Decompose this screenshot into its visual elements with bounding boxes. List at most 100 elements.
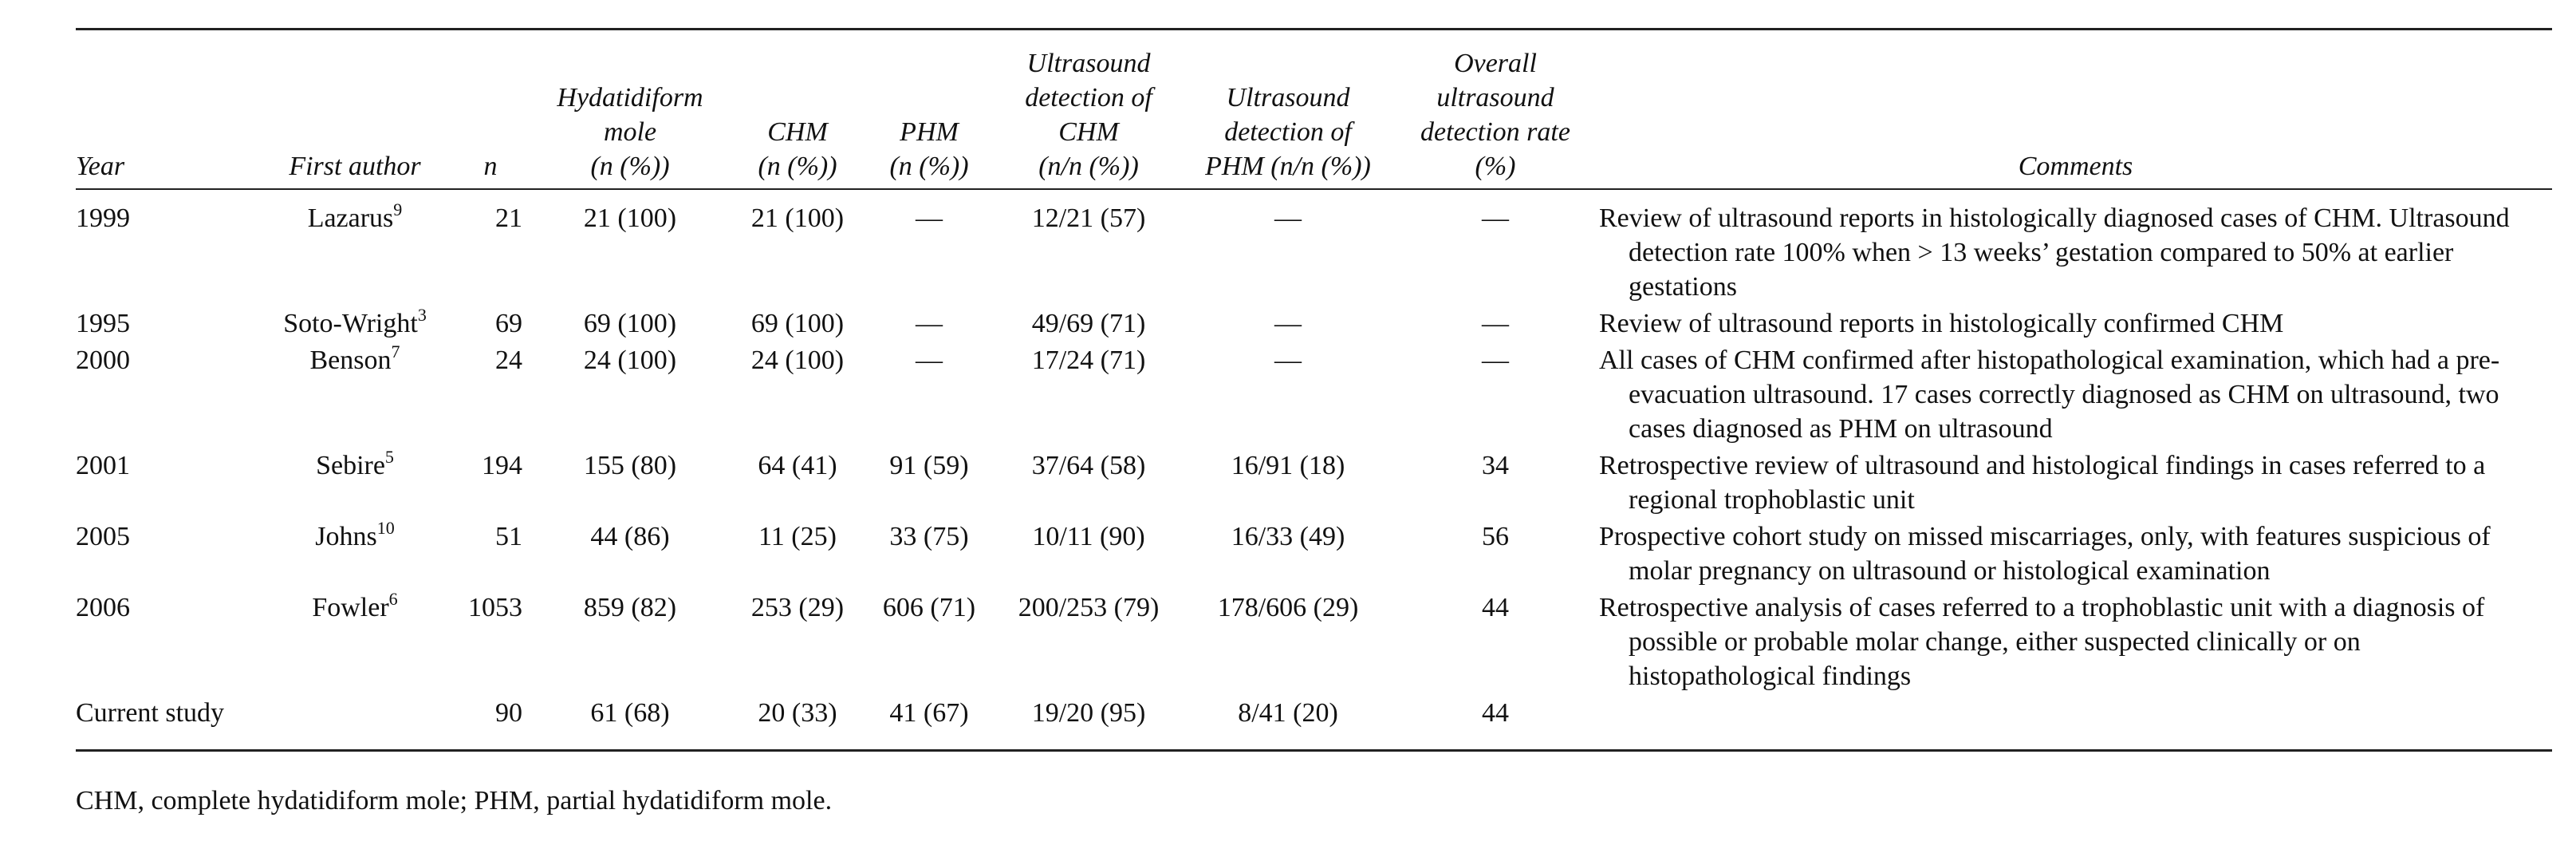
reference: 6	[388, 589, 398, 609]
cell: 2001	[76, 451, 130, 480]
table-wrap: Year First author n Hydatidiform mole (n (%))…	[76, 28, 2552, 752]
author-name: Johns	[315, 522, 377, 551]
column-header: Overall ultrasound detection rate (%)	[1392, 29, 1599, 190]
header-line: PHM	[900, 117, 959, 147]
table-row: Current study 90 61 (68) 20 (33) 41 (67) 19/2…	[76, 696, 2552, 751]
header-line: detection rate	[1420, 117, 1570, 147]
cell: 44	[1482, 593, 1509, 622]
cell: 51	[495, 522, 522, 551]
cell: 606 (71)	[882, 593, 976, 622]
header-line: ultrasound	[1436, 83, 1554, 113]
footnote: CHM, complete hydatidiform mole; PHM, pa…	[76, 786, 833, 815]
cell: 21 (100)	[750, 203, 845, 233]
cell: 69 (100)	[750, 309, 845, 338]
comment-cell: Retrospective review of ultrasound and h…	[1599, 451, 2486, 515]
cell: Current study	[76, 698, 225, 728]
cell: 41 (67)	[889, 698, 969, 728]
cell: 10/11 (90)	[1032, 522, 1145, 551]
header-line: n	[483, 152, 498, 181]
table-body: 1999 Lazarus9 21 21 (100) 21 (100) — 12/21 (57…	[76, 189, 2552, 751]
cell: 17/24 (71)	[1031, 346, 1146, 375]
header-line: detection of	[1025, 83, 1152, 113]
cell: 34	[1482, 451, 1509, 480]
comment-cell: Review of ultrasound reports in histolog…	[1599, 203, 2510, 302]
cell: 194	[482, 451, 522, 480]
cell: 21 (100)	[583, 203, 677, 233]
cell: 91 (59)	[889, 451, 969, 480]
cell: 69	[495, 309, 522, 338]
cell: 49/69 (71)	[1031, 309, 1146, 338]
cell: 21	[495, 203, 522, 233]
cell: 20 (33)	[758, 698, 837, 728]
cell: 200/253 (79)	[1018, 593, 1160, 622]
column-header: Hydatidiform mole (n (%))	[530, 29, 730, 190]
cell: —	[916, 203, 943, 233]
cell	[1599, 696, 2552, 751]
header-line: (%)	[1475, 152, 1516, 181]
cell: 61 (68)	[590, 698, 670, 728]
reference: 9	[393, 199, 403, 219]
comment-cell: All cases of CHM confirmed after histopa…	[1599, 346, 2500, 444]
cell: 90	[495, 698, 522, 728]
header-line: CHM	[767, 117, 828, 147]
cell: 12/21 (57)	[1031, 203, 1146, 233]
cell: 1999	[76, 203, 130, 233]
cell: —	[1274, 309, 1302, 338]
header-line: Comments	[2018, 152, 2133, 181]
header-line: (n (%))	[590, 152, 670, 181]
cell: 2005	[76, 522, 130, 551]
header-line: (n (%))	[889, 152, 969, 181]
cell: 2006	[76, 593, 130, 622]
table: Year First author n Hydatidiform mole (n (%))…	[76, 28, 2552, 752]
header-line: Hydatidiform	[557, 83, 703, 113]
table-row: 2006 Fowler6 1053 859 (82) 253 (29) 606 (71) 2…	[76, 590, 2552, 696]
column-header: Ultrasound detection of CHM (n/n (%))	[993, 29, 1184, 190]
author-name: Soto-Wright	[283, 309, 418, 338]
cell: —	[1482, 309, 1509, 338]
table-row: 2000 Benson7 24 24 (100) 24 (100) — 17/24 (71)…	[76, 343, 2552, 448]
cell: 16/91 (18)	[1231, 451, 1345, 480]
cell: Fowler6	[259, 590, 451, 696]
header-line: CHM	[1058, 117, 1119, 147]
cell: 64 (41)	[758, 451, 837, 480]
reference: 5	[384, 447, 394, 467]
header-line: detection of	[1224, 117, 1352, 147]
reference: 3	[417, 305, 427, 325]
cell: Benson7	[259, 343, 451, 448]
header-line: Ultrasound	[1026, 49, 1151, 78]
header-row: Year First author n Hydatidiform mole (n (%))…	[76, 29, 2552, 190]
column-header: CHM (n (%))	[730, 29, 865, 190]
column-header: Ultrasound detection of PHM (n/n (%))	[1184, 29, 1392, 190]
header-line: Ultrasound	[1226, 83, 1350, 113]
column-header: n	[451, 29, 530, 190]
table-header: Year First author n Hydatidiform mole (n (%))…	[76, 29, 2552, 190]
cell: Lazarus9	[259, 189, 451, 306]
author-name: Sebire	[316, 451, 385, 480]
column-header: First author	[259, 29, 451, 190]
cell: 24 (100)	[583, 346, 677, 375]
header-line: Overall	[1454, 49, 1537, 78]
author-name: Benson	[309, 346, 392, 375]
cell: 44	[1482, 698, 1509, 728]
comment-cell: Prospective cohort study on missed misca…	[1599, 522, 2491, 586]
cell: Sebire5	[259, 448, 451, 519]
cell: —	[1274, 346, 1302, 375]
header-line: Year	[76, 152, 125, 181]
cell: 37/64 (58)	[1031, 451, 1146, 480]
cell: 56	[1482, 522, 1509, 551]
column-header: PHM (n (%))	[865, 29, 993, 190]
comment-cell: Retrospective analysis of cases referred…	[1599, 593, 2485, 691]
cell: —	[1274, 203, 1302, 233]
header-line: mole	[603, 117, 657, 147]
author-name: Lazarus	[307, 203, 394, 233]
reference: 7	[391, 342, 400, 361]
table-row: 1999 Lazarus9 21 21 (100) 21 (100) — 12/21 (57…	[76, 189, 2552, 306]
cell: 33 (75)	[889, 522, 969, 551]
cell: 155 (80)	[583, 451, 677, 480]
cell: Soto-Wright3	[259, 306, 451, 343]
cell: —	[1482, 346, 1509, 375]
table-row: 2001 Sebire5 194 155 (80) 64 (41) 91 (59) 37/6…	[76, 448, 2552, 519]
cell: 8/41 (20)	[1238, 698, 1338, 728]
header-line: (n (%))	[758, 152, 837, 181]
